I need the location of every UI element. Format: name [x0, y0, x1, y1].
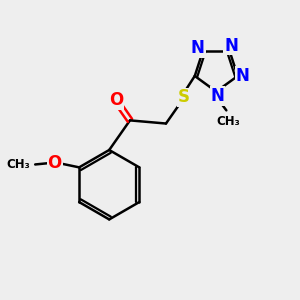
Text: O: O: [47, 154, 62, 172]
Text: N: N: [211, 87, 225, 105]
Text: CH₃: CH₃: [216, 115, 240, 128]
Text: CH₃: CH₃: [7, 158, 30, 171]
Text: S: S: [178, 88, 190, 106]
Text: N: N: [224, 37, 238, 55]
Text: N: N: [191, 39, 205, 57]
Text: O: O: [109, 91, 123, 109]
Text: N: N: [236, 67, 250, 85]
